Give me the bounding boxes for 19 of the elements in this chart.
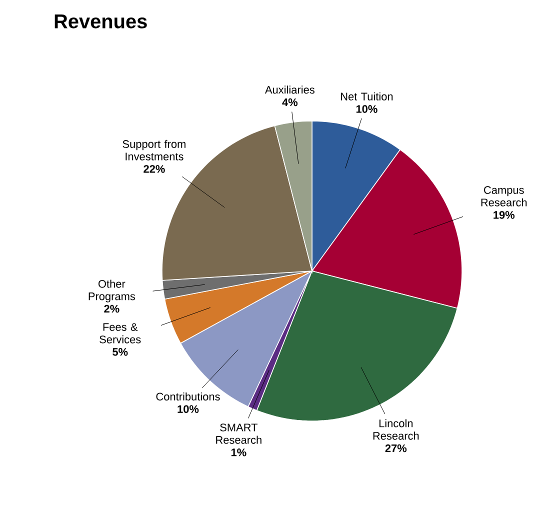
data-label: 22% xyxy=(144,165,165,173)
slice-label: Contributions xyxy=(156,392,220,401)
slice-label: Lincoln Research xyxy=(373,419,419,440)
data-label: 1% xyxy=(231,448,246,456)
data-label: 4% xyxy=(282,98,298,106)
data-label: 10% xyxy=(178,405,199,413)
slice-label: Net Tuition xyxy=(341,92,393,100)
data-label: 2% xyxy=(104,304,120,313)
data-label: 27% xyxy=(385,444,407,452)
slice-label: Other Programs xyxy=(88,280,136,302)
slice-label: Campus Research xyxy=(481,186,527,206)
slice-label: Fees & Services xyxy=(100,323,141,344)
slice-label: SMART Research xyxy=(216,424,262,444)
data-label: 19% xyxy=(494,211,515,219)
data-label: 5% xyxy=(112,348,128,356)
chart-title: Revenues xyxy=(54,14,147,28)
slice-label: Support from Investments xyxy=(122,140,186,160)
slice-label: Auxiliaries xyxy=(264,86,314,94)
data-label: 10% xyxy=(356,105,378,113)
